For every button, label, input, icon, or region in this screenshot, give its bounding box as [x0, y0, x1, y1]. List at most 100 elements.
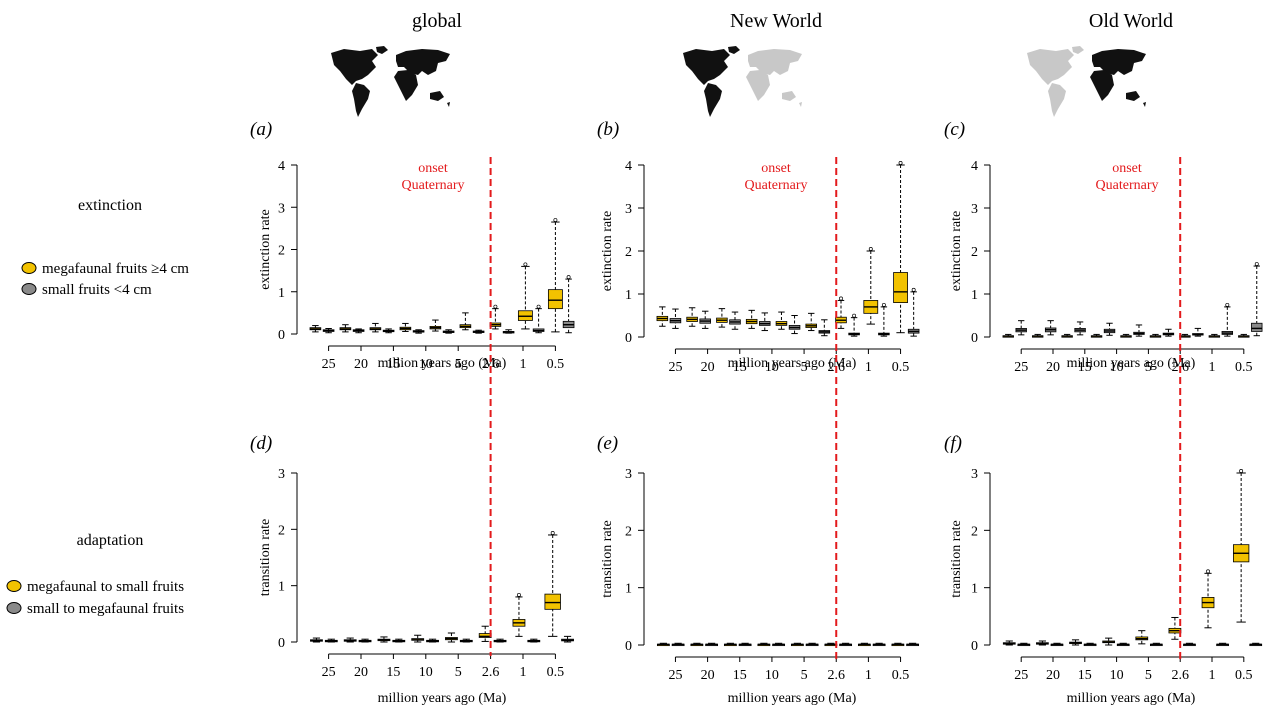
legend-extinction: megafaunal fruits ≥4 cm small fruits <4 …	[21, 261, 189, 298]
box	[489, 304, 502, 330]
y-tick-label: 2	[625, 524, 632, 539]
box	[745, 309, 758, 329]
x-tick-label: 15	[386, 665, 400, 680]
box	[309, 325, 322, 333]
onset-annotation-line1-b: onset	[761, 161, 791, 176]
y-tick-label: 0	[625, 639, 632, 654]
box	[839, 642, 853, 647]
x-tick-label: 5	[801, 668, 808, 683]
x-axis-label: million years ago (Ma)	[378, 356, 507, 371]
x-tick-label: 2.6	[827, 668, 845, 683]
old-world-landmass-1	[394, 70, 418, 101]
box	[759, 312, 771, 332]
outlier-point	[517, 592, 521, 597]
box	[1221, 302, 1234, 337]
box-iqr	[1251, 322, 1263, 332]
box	[1074, 321, 1086, 336]
box	[412, 329, 425, 334]
old-world-landmass-2	[1126, 91, 1140, 101]
outlier-point	[550, 531, 555, 535]
row-label-adaptation: adaptation	[77, 532, 144, 549]
row-label-extinction: extinction	[78, 197, 142, 214]
box	[772, 642, 786, 647]
x-tick-label: 25	[322, 665, 336, 680]
box	[459, 638, 473, 643]
box	[738, 642, 752, 647]
box	[872, 642, 886, 647]
box	[527, 638, 541, 643]
new-world-landmass-1	[1048, 83, 1066, 117]
box	[369, 322, 382, 333]
box	[1069, 639, 1082, 646]
box	[805, 312, 817, 332]
box	[1232, 469, 1250, 623]
old-world-landmass-2	[430, 91, 444, 101]
box	[805, 642, 819, 647]
box	[512, 592, 526, 637]
panel-e-new-world-adaptation: 0 1 2 3 transition rate 25 20 15 10 5 2.6 1 0.5 milli…	[600, 467, 920, 706]
box	[1149, 333, 1162, 338]
y-tick-label: 1	[971, 288, 978, 303]
box	[532, 304, 545, 334]
box	[788, 315, 801, 335]
outlier-point	[881, 302, 886, 307]
old-world-landmass-0	[396, 49, 450, 75]
x-axis-label: million years ago (Ma)	[1067, 691, 1196, 706]
old-world-landmass-3	[799, 102, 802, 107]
x-tick-label: 1	[520, 357, 527, 372]
x-tick-label: 2.6	[1171, 668, 1189, 683]
x-tick-label: 1	[1209, 360, 1216, 375]
box	[671, 642, 685, 647]
y-tick-label: 1	[625, 582, 632, 597]
x-tick-label: 25	[668, 668, 682, 683]
y-tick-label: 1	[625, 288, 632, 303]
box	[775, 311, 788, 330]
box	[1120, 333, 1132, 338]
box	[729, 311, 741, 330]
box-iqr	[544, 593, 561, 610]
box	[857, 642, 871, 647]
outlier-point	[868, 247, 873, 251]
x-tick-label: 10	[419, 665, 433, 680]
onset-annotation-line2-a: Quaternary	[402, 178, 465, 193]
box	[1179, 333, 1191, 338]
y-tick-label: 0	[278, 636, 285, 651]
y-tick-label: 4	[971, 159, 978, 174]
y-tick-label: 4	[278, 159, 285, 174]
box	[502, 329, 515, 334]
box	[547, 218, 563, 333]
box	[392, 638, 406, 643]
new-world-landmass-1	[704, 83, 722, 117]
box	[1015, 320, 1027, 336]
y-axis-label: extinction rate	[949, 211, 964, 291]
onset-annotation-line2-b: Quaternary	[745, 178, 808, 193]
x-tick-label: 10	[419, 357, 433, 372]
box	[343, 637, 357, 643]
box	[1208, 333, 1221, 338]
x-tick-label: 1	[865, 360, 872, 375]
x-tick-label: 20	[354, 357, 368, 372]
new-world-landmass-2	[376, 46, 388, 54]
box	[1083, 642, 1097, 647]
world-map-old-world-icon	[1027, 46, 1146, 117]
x-tick-label: 20	[354, 665, 368, 680]
panel-f-old-world-adaptation: 0 1 2 3 transition rate 25 20 15 10 5 2.6 1 0.5 milli…	[949, 467, 1263, 706]
legend-label-small-to-mega: small to megafaunal fruits	[27, 601, 184, 617]
box	[339, 324, 352, 333]
legend-swatch-mega	[21, 262, 37, 274]
y-axis-label: transition rate	[949, 520, 964, 597]
legend-label-small: small fruits <4 cm	[42, 282, 152, 298]
new-world-landmass-0	[331, 49, 378, 85]
box	[478, 625, 492, 642]
x-tick-label: 25	[322, 357, 336, 372]
y-tick-label: 3	[278, 201, 285, 216]
old-world-landmass-0	[748, 49, 802, 75]
box	[790, 642, 804, 647]
box	[459, 312, 472, 331]
box	[891, 642, 905, 647]
legend-swatch-small-to-mega	[6, 602, 22, 614]
x-tick-label: 25	[1014, 360, 1028, 375]
outlier-point	[523, 262, 528, 267]
